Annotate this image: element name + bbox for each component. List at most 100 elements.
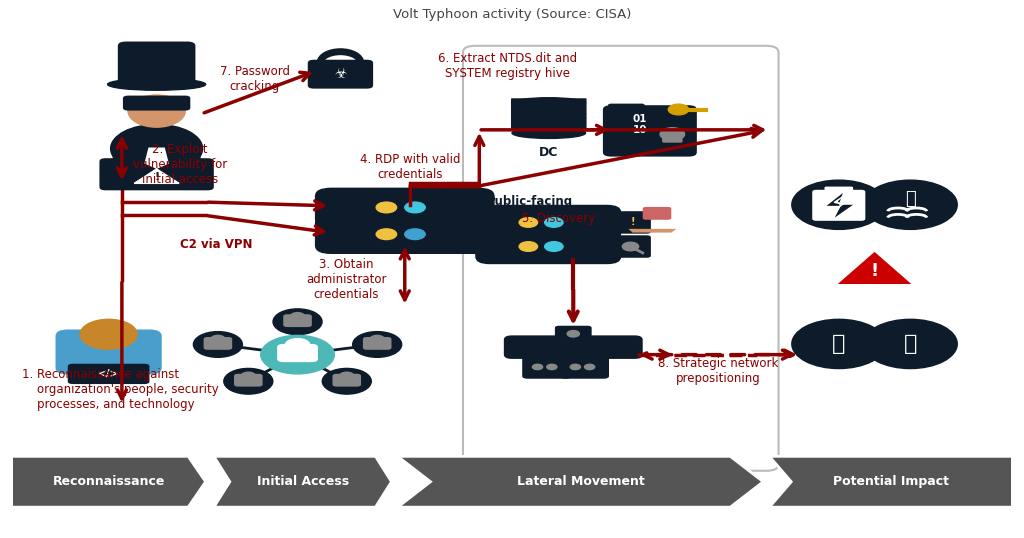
Circle shape <box>532 364 543 370</box>
Circle shape <box>211 335 225 343</box>
FancyBboxPatch shape <box>463 46 778 471</box>
Polygon shape <box>769 456 1013 507</box>
Text: 2. Exploit
vulnerability for
initial access: 2. Exploit vulnerability for initial acc… <box>133 143 227 186</box>
FancyBboxPatch shape <box>333 374 361 387</box>
Text: 8. Strategic network
prepositioning: 8. Strategic network prepositioning <box>658 357 778 385</box>
Circle shape <box>545 242 563 251</box>
Polygon shape <box>144 147 169 169</box>
Circle shape <box>660 128 685 140</box>
Circle shape <box>585 364 595 370</box>
Text: !: ! <box>154 173 159 182</box>
FancyBboxPatch shape <box>555 325 592 342</box>
Text: Potential Impact: Potential Impact <box>833 475 949 489</box>
Circle shape <box>567 330 580 337</box>
FancyBboxPatch shape <box>284 314 312 327</box>
Ellipse shape <box>512 128 586 138</box>
Text: 3. Obtain
administrator
credentials: 3. Obtain administrator credentials <box>306 258 387 301</box>
Circle shape <box>224 369 272 394</box>
Circle shape <box>352 331 401 357</box>
Circle shape <box>792 180 886 229</box>
FancyBboxPatch shape <box>315 188 495 227</box>
FancyBboxPatch shape <box>812 190 865 221</box>
Circle shape <box>404 202 425 213</box>
Circle shape <box>291 313 305 320</box>
Polygon shape <box>134 169 179 183</box>
Text: ⚡: ⚡ <box>830 194 848 218</box>
Text: </>: </> <box>98 369 119 379</box>
Circle shape <box>340 372 354 380</box>
Polygon shape <box>397 456 763 507</box>
Circle shape <box>570 364 581 370</box>
Circle shape <box>273 309 323 335</box>
FancyBboxPatch shape <box>603 105 697 157</box>
Circle shape <box>669 104 689 115</box>
Text: 💧: 💧 <box>905 190 915 208</box>
Circle shape <box>519 217 538 227</box>
FancyBboxPatch shape <box>308 60 373 89</box>
Polygon shape <box>214 456 391 507</box>
FancyBboxPatch shape <box>504 335 643 359</box>
FancyBboxPatch shape <box>68 364 150 384</box>
FancyBboxPatch shape <box>315 215 495 254</box>
FancyBboxPatch shape <box>234 374 262 387</box>
FancyBboxPatch shape <box>608 104 645 114</box>
FancyBboxPatch shape <box>511 98 587 114</box>
Circle shape <box>519 242 538 251</box>
Text: Initial Access: Initial Access <box>257 475 349 489</box>
FancyBboxPatch shape <box>118 41 196 89</box>
Circle shape <box>792 320 886 369</box>
Text: !: ! <box>870 262 879 280</box>
Text: 6. Extract NTDS.dit and
SYSTEM registry hive: 6. Extract NTDS.dit and SYSTEM registry … <box>438 52 578 80</box>
Text: DC: DC <box>539 146 558 159</box>
Polygon shape <box>838 252 911 284</box>
Text: Public-facing
application: Public-facing application <box>486 195 572 223</box>
FancyBboxPatch shape <box>614 235 651 258</box>
Circle shape <box>261 335 334 374</box>
FancyBboxPatch shape <box>824 187 853 193</box>
Text: !: ! <box>630 217 635 228</box>
FancyBboxPatch shape <box>362 337 391 350</box>
Ellipse shape <box>111 124 203 173</box>
Circle shape <box>863 180 957 229</box>
Circle shape <box>194 331 243 357</box>
Text: 4. RDP with valid
credentials: 4. RDP with valid credentials <box>359 153 460 181</box>
FancyBboxPatch shape <box>522 355 571 379</box>
Circle shape <box>370 335 384 343</box>
Text: 01
10: 01 10 <box>633 114 647 135</box>
Ellipse shape <box>108 79 206 90</box>
Ellipse shape <box>512 113 586 123</box>
Circle shape <box>323 369 372 394</box>
FancyBboxPatch shape <box>475 205 622 240</box>
Circle shape <box>545 217 563 227</box>
Text: C2 via VPN: C2 via VPN <box>179 238 252 251</box>
FancyBboxPatch shape <box>511 114 587 129</box>
Circle shape <box>863 320 957 369</box>
Text: Volt Typhoon activity (Source: CISA): Volt Typhoon activity (Source: CISA) <box>393 8 631 22</box>
Polygon shape <box>826 193 853 217</box>
Circle shape <box>80 320 137 349</box>
Text: Reconnaissance: Reconnaissance <box>52 475 165 489</box>
Circle shape <box>286 338 310 351</box>
FancyBboxPatch shape <box>643 207 672 220</box>
FancyBboxPatch shape <box>278 344 318 362</box>
Circle shape <box>404 229 425 239</box>
Circle shape <box>242 372 255 380</box>
Circle shape <box>623 242 639 251</box>
FancyBboxPatch shape <box>123 96 190 111</box>
Text: 🚆: 🚆 <box>903 334 916 354</box>
FancyBboxPatch shape <box>204 337 232 350</box>
FancyBboxPatch shape <box>99 158 214 190</box>
Circle shape <box>376 229 396 239</box>
Circle shape <box>376 202 396 213</box>
Text: Lateral Movement: Lateral Movement <box>516 475 644 489</box>
Polygon shape <box>629 229 677 232</box>
FancyBboxPatch shape <box>560 355 609 379</box>
FancyBboxPatch shape <box>475 229 622 264</box>
Ellipse shape <box>128 95 185 127</box>
Circle shape <box>547 364 557 370</box>
FancyBboxPatch shape <box>55 329 162 374</box>
Polygon shape <box>11 456 206 507</box>
Text: ☣: ☣ <box>334 67 347 81</box>
Text: 5. Discovery: 5. Discovery <box>522 211 596 225</box>
FancyBboxPatch shape <box>113 141 201 174</box>
